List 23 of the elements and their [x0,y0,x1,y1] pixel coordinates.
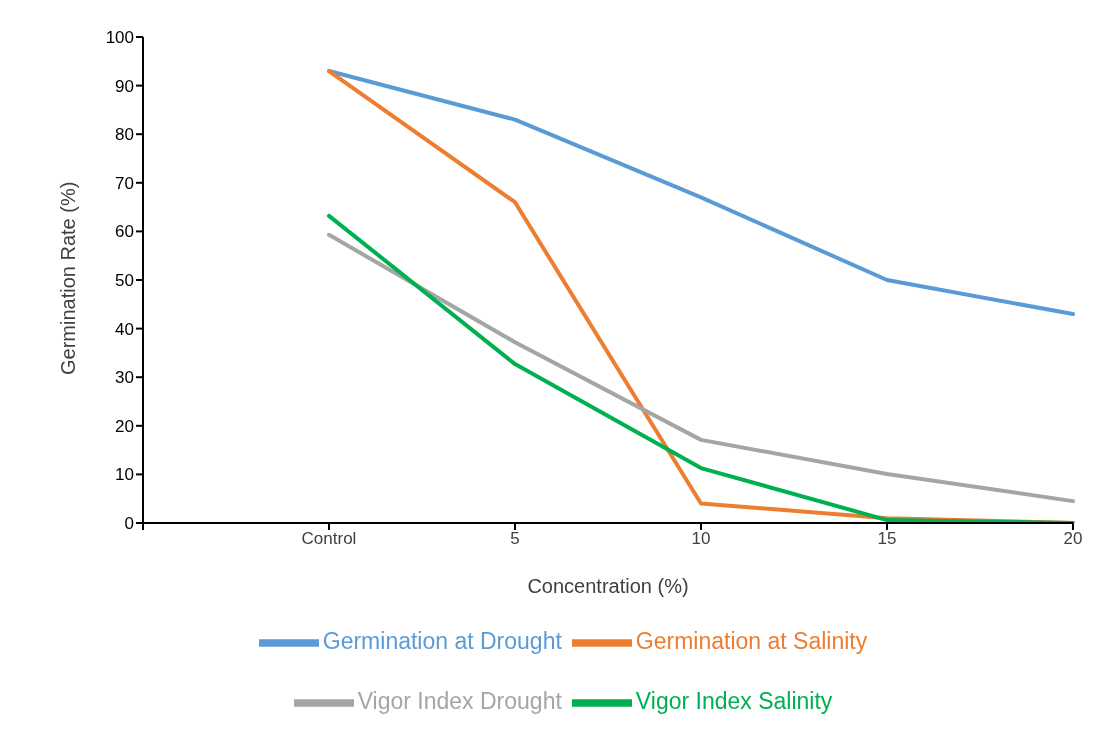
x-tick-label: 15 [877,529,897,549]
y-tick-label: 30 [115,368,134,388]
y-tick-label: 80 [115,125,134,145]
y-tick-label: 40 [115,319,134,339]
y-tick-label: 20 [115,416,134,436]
legend-label: Germination at Drought [322,628,562,655]
x-tick-label: 5 [510,529,520,549]
x-axis-title: Concentration (%) [527,575,689,597]
y-tick-label: 100 [105,28,134,48]
y-tick-label: 10 [115,465,134,485]
x-tick-label: Control [301,529,357,549]
y-tick-label: 90 [115,76,134,96]
legend-label: Vigor Index Salinity [635,688,833,715]
y-axis-title: Germination Rate (%) [57,181,80,375]
legend-label: Vigor Index Drought [357,688,562,715]
y-tick-label: 0 [124,514,134,534]
x-tick-label: 20 [1063,529,1083,549]
line-series [327,69,1075,317]
y-tick-label: 50 [115,271,134,291]
y-tick-label: 70 [115,173,134,193]
y-tick-label: 60 [115,222,134,242]
legend-label: Germination at Salinity [635,628,868,655]
x-tick-label: 10 [691,529,711,549]
